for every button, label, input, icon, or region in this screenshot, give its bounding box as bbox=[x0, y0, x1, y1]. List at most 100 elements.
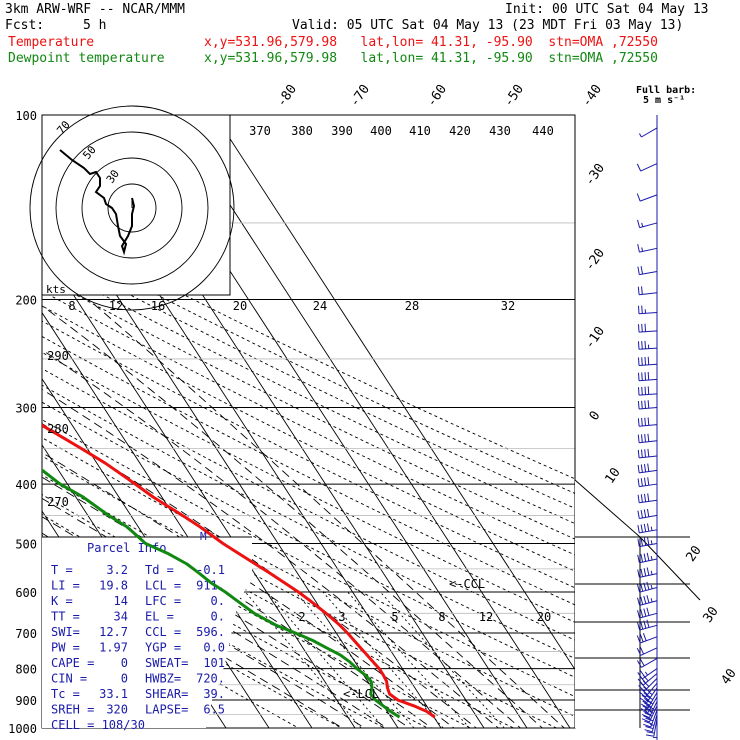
parcel-info-value: 720. bbox=[196, 672, 225, 686]
hodograph-speed-label: 8 bbox=[68, 299, 75, 313]
wind-barb-flag bbox=[641, 247, 644, 252]
wind-barb-flag bbox=[644, 449, 646, 458]
pressure-tick-label: 800 bbox=[15, 663, 37, 677]
wind-barb bbox=[638, 386, 658, 396]
wind-barb-staff bbox=[647, 696, 658, 713]
wind-barb bbox=[637, 595, 658, 606]
parcel-info-value: 3.2 bbox=[106, 563, 128, 577]
wind-barb-flag bbox=[640, 494, 643, 503]
wind-barb-flag bbox=[646, 581, 650, 590]
wind-barb-staff bbox=[639, 247, 658, 253]
wind-barb-flag bbox=[647, 448, 650, 457]
hodograph-ring bbox=[29, 105, 235, 311]
wind-barb-flag bbox=[644, 729, 653, 733]
isotherm bbox=[0, 115, 19, 740]
wind-barb-flag bbox=[638, 691, 646, 698]
wind-barb-flag bbox=[644, 356, 646, 366]
wind-barb-flag bbox=[644, 386, 646, 395]
wind-barb bbox=[644, 714, 658, 733]
wind-barb-flag bbox=[643, 723, 651, 728]
wind-barb-flag bbox=[637, 622, 641, 631]
temperature-location: x,y=531.96,579.98 lat,lon= 41.31, -95.90… bbox=[204, 35, 658, 50]
wind-barb bbox=[640, 692, 658, 709]
wind-barb-flag bbox=[643, 715, 652, 720]
wind-barb bbox=[636, 633, 658, 644]
wind-barb bbox=[637, 523, 658, 534]
valid-time: Valid: 05 UTC Sat 04 May 13 (23 MDT Fri … bbox=[292, 18, 684, 33]
wind-barb-flag bbox=[636, 647, 642, 656]
parcel-info-key: LI = bbox=[51, 579, 80, 593]
wind-barb-staff bbox=[642, 673, 658, 686]
wind-barb-flag bbox=[637, 584, 641, 593]
theta-label: 280 bbox=[47, 422, 69, 436]
model-title: 3km ARW-WRF -- NCAR/MMM bbox=[5, 2, 186, 17]
wind-barb-flag bbox=[647, 508, 650, 517]
hodograph-ring bbox=[81, 157, 183, 259]
wind-barb-flag bbox=[641, 713, 650, 719]
wind-barb-flag bbox=[640, 510, 643, 519]
wind-barb-staff bbox=[638, 330, 658, 333]
dry-adiabat bbox=[42, 455, 558, 728]
pressure-tick-label: 300 bbox=[15, 401, 37, 415]
wind-barb-staff bbox=[638, 378, 658, 382]
wind-barb-flag bbox=[642, 700, 650, 706]
plot-frame bbox=[41, 114, 576, 729]
dewpoint-legend: Dewpoint temperature bbox=[8, 51, 165, 66]
wind-barb-flag bbox=[650, 555, 653, 561]
wind-barb-flag bbox=[636, 660, 642, 668]
wind-barb-flag bbox=[637, 401, 640, 410]
isotherm-label: -70 bbox=[347, 82, 373, 110]
init-time: Init: 00 UTC Sat 04 May 13 bbox=[505, 2, 709, 17]
wind-barb-flag bbox=[644, 340, 646, 349]
wind-barb-flag bbox=[637, 266, 640, 275]
wind-barb-staff bbox=[640, 163, 658, 172]
wind-barb bbox=[637, 477, 658, 488]
parcel-info-value: 320 bbox=[106, 703, 128, 717]
isotherm bbox=[171, 115, 571, 728]
wind-barb-flag bbox=[647, 386, 650, 395]
wind-barb-flag bbox=[642, 705, 650, 711]
wind-barb-flag bbox=[643, 537, 647, 546]
wind-barb-flag bbox=[637, 610, 641, 619]
parcel-info-value: 34 bbox=[114, 610, 128, 624]
wind-barb-flag bbox=[643, 568, 647, 577]
barb-legend-title: Full barb: bbox=[636, 85, 696, 96]
wind-barb-flag bbox=[641, 323, 643, 332]
parcel-info-value: 1.97 bbox=[99, 641, 128, 655]
wind-barb-flag bbox=[637, 525, 640, 533]
parcel-info-value: 19.8 bbox=[99, 579, 128, 593]
isotherm-label: -50 bbox=[501, 82, 527, 110]
mixing-ratio-label: 3 bbox=[338, 610, 345, 624]
wind-barb-staff bbox=[639, 483, 658, 488]
wind-barb-flag bbox=[647, 371, 650, 381]
isotherm-label: 30 bbox=[700, 604, 721, 625]
wind-barb bbox=[637, 448, 658, 459]
parcel-info-value: 0.0 bbox=[203, 641, 225, 655]
right-skew-panel bbox=[575, 480, 640, 728]
wind-barb-flag bbox=[646, 705, 654, 710]
parcel-info-key: CAPE = bbox=[51, 656, 94, 670]
parcel-info-key: CCL = bbox=[145, 625, 181, 639]
wind-barb-staff bbox=[646, 687, 658, 703]
wind-barb bbox=[637, 400, 658, 410]
hodograph-units: kts bbox=[46, 283, 66, 296]
theta-label: 370 bbox=[249, 124, 271, 138]
wind-barb-flag bbox=[638, 357, 640, 366]
wind-barb bbox=[641, 705, 658, 723]
wind-barb-flag bbox=[641, 386, 643, 395]
wind-barb-flag bbox=[639, 646, 645, 655]
wind-barb-flag bbox=[643, 523, 647, 532]
pressure-tick-label: 900 bbox=[15, 694, 37, 708]
wind-barb-flag bbox=[650, 723, 655, 726]
wind-barb-flag bbox=[647, 493, 650, 502]
wind-barbs bbox=[636, 115, 658, 740]
wind-barb-flag bbox=[637, 219, 641, 228]
wind-barb-flag bbox=[641, 286, 643, 295]
sounding-profiles bbox=[42, 423, 436, 719]
isotherm-label: -60 bbox=[424, 82, 450, 110]
wind-barb-flag bbox=[636, 635, 641, 644]
parcel-info-key: SREH = bbox=[51, 703, 94, 717]
barb-legend: Full barb: 5 m s⁻¹ bbox=[636, 85, 696, 106]
isotherm bbox=[42, 311, 313, 728]
